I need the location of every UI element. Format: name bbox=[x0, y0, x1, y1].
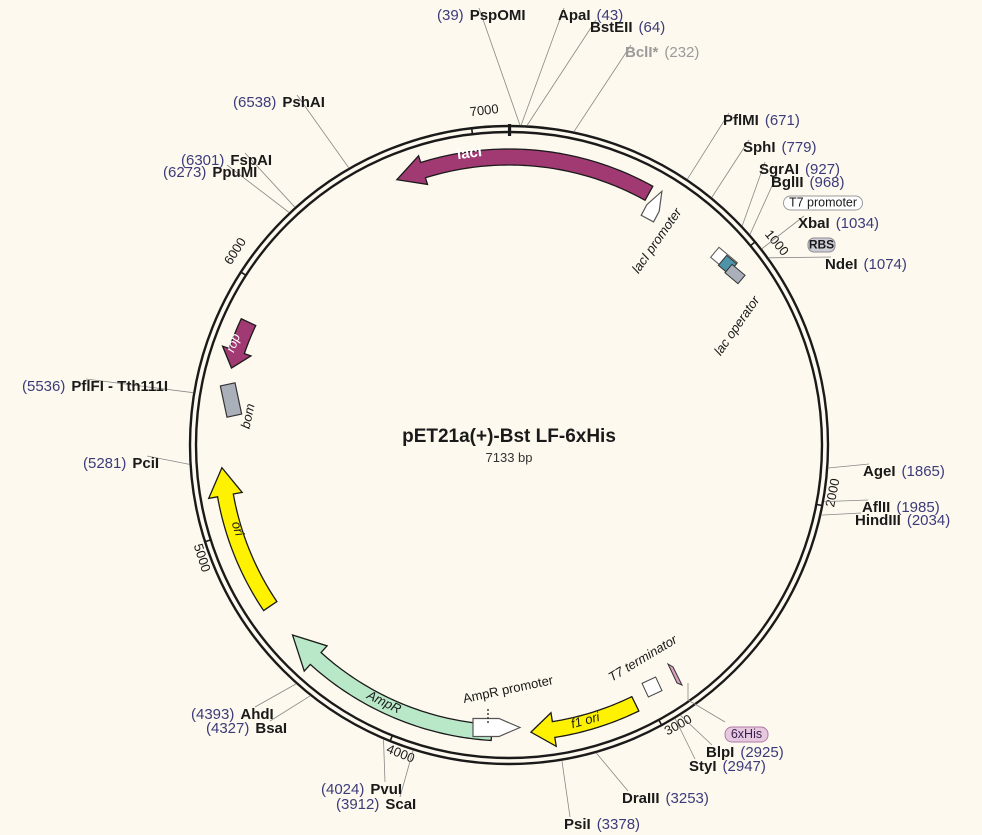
svg-text:NdeI(1074): NdeI (1074) bbox=[825, 256, 907, 273]
svg-text:(3912)ScaI: (3912) ScaI bbox=[336, 796, 416, 813]
svg-text:(4393)AhdI: (4393) AhdI bbox=[191, 706, 274, 723]
svg-text:PsiI(3378): PsiI (3378) bbox=[564, 816, 640, 833]
svg-text:(39)PspOMI: (39) PspOMI bbox=[437, 7, 526, 24]
svg-text:XbaI(1034): XbaI (1034) bbox=[798, 215, 879, 232]
svg-text:AgeI(1865): AgeI (1865) bbox=[863, 463, 945, 480]
svg-text:RBS: RBS bbox=[809, 237, 834, 251]
svg-text:(5536)PflFI - Tth111I: (5536) PflFI - Tth111I bbox=[22, 378, 168, 395]
svg-text:pET21a(+)-Bst LF-6xHis: pET21a(+)-Bst LF-6xHis bbox=[402, 426, 616, 447]
svg-text:lacI: lacI bbox=[456, 143, 483, 163]
svg-text:BstEII(64): BstEII (64) bbox=[590, 19, 665, 36]
svg-text:StyI(2947): StyI (2947) bbox=[689, 758, 766, 775]
svg-text:T7 promoter: T7 promoter bbox=[789, 195, 857, 209]
svg-text:(4024)PvuI: (4024) PvuI bbox=[321, 781, 402, 798]
svg-text:(5281)PciI: (5281) PciI bbox=[83, 455, 159, 472]
svg-text:DraIII(3253): DraIII (3253) bbox=[622, 790, 709, 807]
svg-text:6xHis: 6xHis bbox=[731, 727, 762, 741]
svg-text:7133 bp: 7133 bp bbox=[486, 450, 533, 465]
